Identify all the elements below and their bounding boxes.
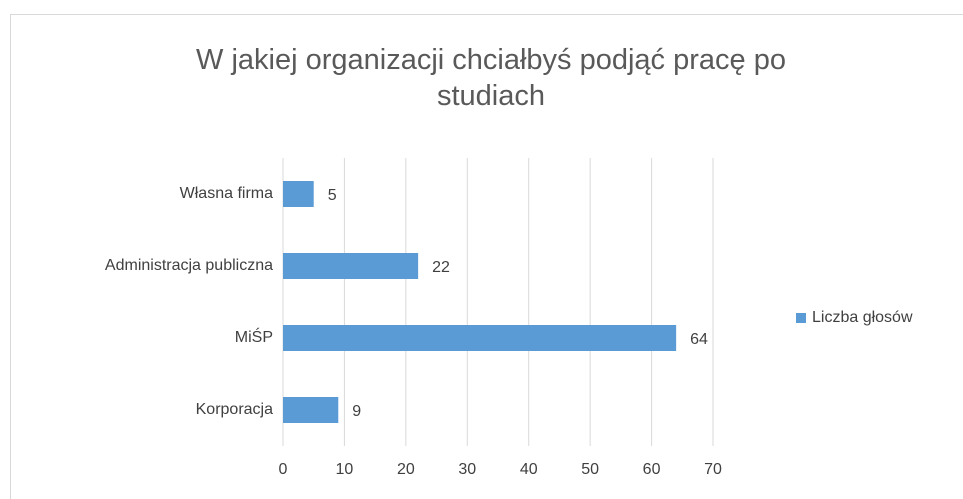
x-tick-label: 10 bbox=[336, 461, 354, 478]
x-tick-label: 50 bbox=[581, 461, 599, 478]
bar bbox=[283, 253, 419, 279]
data-label: 22 bbox=[432, 259, 450, 276]
bar bbox=[283, 181, 314, 207]
y-tick-label: Własna firma bbox=[180, 185, 273, 202]
x-tick-label: 70 bbox=[704, 461, 722, 478]
legend-label: Liczba głosów bbox=[812, 309, 913, 326]
data-label: 64 bbox=[690, 331, 708, 348]
chart-border bbox=[10, 14, 963, 499]
legend-swatch bbox=[796, 313, 806, 323]
x-tick-label: 40 bbox=[520, 461, 538, 478]
x-tick-label: 60 bbox=[643, 461, 661, 478]
y-tick-label: Korporacja bbox=[196, 401, 273, 418]
bar bbox=[283, 397, 339, 423]
bar bbox=[283, 325, 677, 351]
x-tick-label: 30 bbox=[458, 461, 476, 478]
y-tick-label: Administracja publiczna bbox=[105, 257, 273, 274]
chart-title: W jakiej organizacji chciałbyś podjąć pr… bbox=[196, 44, 786, 112]
data-label: 5 bbox=[328, 187, 337, 204]
x-tick-label: 20 bbox=[397, 461, 415, 478]
x-tick-label: 0 bbox=[279, 461, 288, 478]
data-label: 9 bbox=[352, 403, 361, 420]
y-tick-label: MiŚP bbox=[235, 327, 273, 346]
